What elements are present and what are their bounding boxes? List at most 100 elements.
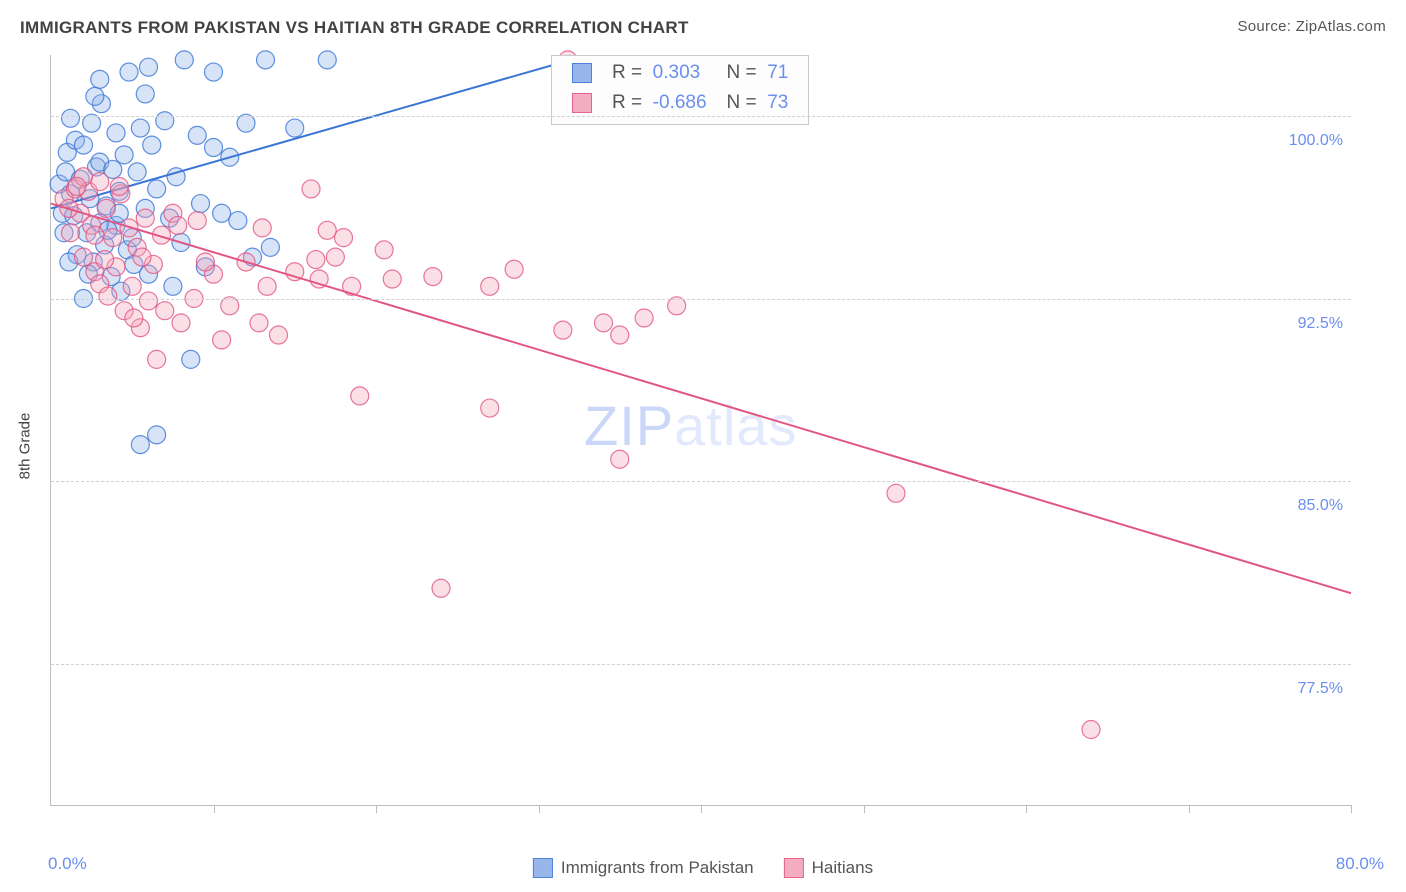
- data-point-pakistan: [205, 139, 223, 157]
- data-point-pakistan: [143, 136, 161, 154]
- title-bar: IMMIGRANTS FROM PAKISTAN VS HAITIAN 8TH …: [20, 18, 1386, 38]
- data-point-haitians: [96, 251, 114, 269]
- gridline: [51, 299, 1351, 300]
- data-point-haitians: [424, 268, 442, 286]
- data-point-haitians: [554, 321, 572, 339]
- gridline: [51, 116, 1351, 117]
- swatch-haitians-bottom: [784, 858, 804, 878]
- trend-line-haitians: [51, 204, 1351, 594]
- data-point-haitians: [213, 331, 231, 349]
- data-point-haitians: [326, 248, 344, 266]
- y-axis-label: 8th Grade: [17, 413, 34, 480]
- data-point-haitians: [1082, 721, 1100, 739]
- data-point-haitians: [104, 229, 122, 247]
- data-point-pakistan: [205, 63, 223, 81]
- data-point-pakistan: [229, 212, 247, 230]
- y-tick-label: 77.5%: [1298, 680, 1343, 698]
- x-tick: [1351, 805, 1352, 813]
- x-tick: [864, 805, 865, 813]
- swatch-haitians: [572, 93, 592, 113]
- data-point-pakistan: [156, 112, 174, 130]
- data-point-haitians: [169, 216, 187, 234]
- data-point-haitians: [481, 277, 499, 295]
- data-point-haitians: [97, 199, 115, 217]
- data-point-haitians: [133, 248, 151, 266]
- data-point-haitians: [375, 241, 393, 259]
- data-point-haitians: [68, 177, 86, 195]
- data-point-haitians: [432, 579, 450, 597]
- data-point-haitians: [148, 350, 166, 368]
- data-point-haitians: [318, 221, 336, 239]
- data-point-haitians: [505, 260, 523, 278]
- data-point-pakistan: [75, 136, 93, 154]
- data-point-pakistan: [128, 163, 146, 181]
- data-point-pakistan: [213, 204, 231, 222]
- data-point-haitians: [110, 177, 128, 195]
- stats-row-pakistan: R = 0.303 N = 71: [562, 58, 798, 88]
- data-point-haitians: [481, 399, 499, 417]
- data-point-haitians: [136, 209, 154, 227]
- swatch-pakistan: [572, 63, 592, 83]
- plot-area: ZIPatlas R = 0.303 N = 71 R = -0.686 N =…: [50, 55, 1351, 806]
- gridline: [51, 664, 1351, 665]
- data-point-haitians: [335, 229, 353, 247]
- data-point-pakistan: [136, 85, 154, 103]
- data-point-pakistan: [286, 119, 304, 137]
- x-tick: [1189, 805, 1190, 813]
- data-point-haitians: [611, 450, 629, 468]
- data-point-haitians: [62, 224, 80, 242]
- data-point-pakistan: [164, 277, 182, 295]
- data-point-haitians: [253, 219, 271, 237]
- chart-title: IMMIGRANTS FROM PAKISTAN VS HAITIAN 8TH …: [20, 18, 689, 38]
- legend-item-haitians: Haitians: [784, 858, 873, 878]
- x-tick: [1026, 805, 1027, 813]
- data-point-pakistan: [318, 51, 336, 69]
- data-point-pakistan: [182, 350, 200, 368]
- data-point-haitians: [351, 387, 369, 405]
- x-tick: [214, 805, 215, 813]
- data-point-pakistan: [148, 180, 166, 198]
- x-tick: [376, 805, 377, 813]
- data-point-pakistan: [131, 436, 149, 454]
- data-point-pakistan: [188, 126, 206, 144]
- data-point-haitians: [221, 297, 239, 315]
- data-point-haitians: [270, 326, 288, 344]
- data-point-haitians: [250, 314, 268, 332]
- stats-legend: R = 0.303 N = 71 R = -0.686 N = 73: [551, 55, 809, 125]
- legend-label-haitians: Haitians: [812, 858, 873, 878]
- data-point-haitians: [383, 270, 401, 288]
- data-point-pakistan: [261, 238, 279, 256]
- x-min-label: 0.0%: [48, 854, 87, 874]
- data-point-haitians: [172, 314, 190, 332]
- y-tick-label: 85.0%: [1298, 497, 1343, 515]
- data-point-haitians: [156, 302, 174, 320]
- data-point-haitians: [196, 253, 214, 271]
- data-point-pakistan: [86, 87, 104, 105]
- data-point-pakistan: [237, 114, 255, 132]
- data-point-pakistan: [140, 58, 158, 76]
- data-point-pakistan: [62, 109, 80, 127]
- data-point-pakistan: [148, 426, 166, 444]
- data-point-pakistan: [107, 124, 125, 142]
- data-point-haitians: [86, 226, 104, 244]
- gridline: [51, 481, 1351, 482]
- data-point-haitians: [123, 277, 141, 295]
- data-point-pakistan: [175, 51, 193, 69]
- data-point-haitians: [125, 309, 143, 327]
- legend-label-pakistan: Immigrants from Pakistan: [561, 858, 754, 878]
- data-point-haitians: [307, 251, 325, 269]
- data-point-haitians: [595, 314, 613, 332]
- data-point-pakistan: [83, 114, 101, 132]
- swatch-pakistan-bottom: [533, 858, 553, 878]
- stats-row-haitians: R = -0.686 N = 73: [562, 88, 798, 118]
- data-point-haitians: [188, 212, 206, 230]
- data-point-haitians: [140, 292, 158, 310]
- data-point-pakistan: [120, 63, 138, 81]
- data-point-haitians: [99, 287, 117, 305]
- bottom-legend: Immigrants from Pakistan Haitians: [533, 858, 873, 878]
- source-label: Source: ZipAtlas.com: [1237, 18, 1386, 38]
- data-point-haitians: [668, 297, 686, 315]
- data-point-haitians: [611, 326, 629, 344]
- plot-svg: [51, 55, 1351, 805]
- x-tick: [701, 805, 702, 813]
